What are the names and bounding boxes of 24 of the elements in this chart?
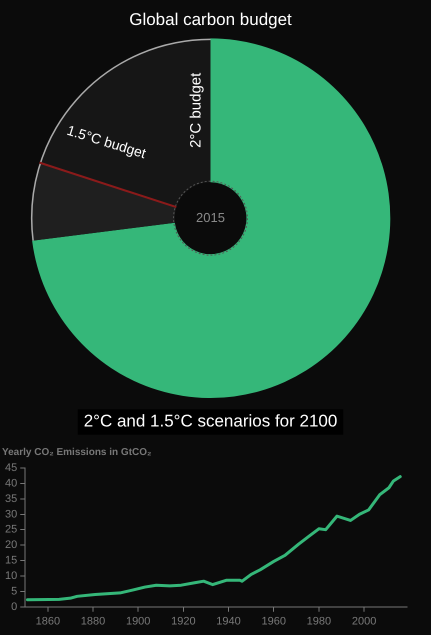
y-tick-label: 45 <box>4 462 18 474</box>
x-tick-label: 1920 <box>171 615 196 628</box>
text: 2°C budget <box>188 72 205 148</box>
y-tick-label: 5 <box>11 585 18 598</box>
x-tick-label: 1860 <box>36 615 60 628</box>
x-tick-label: 1880 <box>80 615 106 628</box>
y-tick-label: 0 <box>11 600 18 613</box>
text: 2015 <box>196 210 225 225</box>
x-tick-label: 1980 <box>306 615 332 628</box>
y-tick-label: 25 <box>4 524 18 536</box>
y-tick-label: 40 <box>4 477 18 490</box>
y-tick-label: 10 <box>4 570 18 582</box>
chart-title: Global carbon budget <box>129 10 292 29</box>
y-tick-label: 20 <box>4 539 18 552</box>
chart-title: Yearly CO₂ Emissions in GtCO₂ <box>2 446 152 458</box>
x-tick-label: 1940 <box>216 615 241 628</box>
y-tick-label: 35 <box>4 492 18 505</box>
text: 2°C and 1.5°C scenarios for 2100 <box>84 412 338 431</box>
text: 1.5°C budget <box>65 122 148 162</box>
y-tick-label: 30 <box>4 508 18 520</box>
x-tick-label: 2000 <box>352 615 376 628</box>
x-tick-label: 1960 <box>261 615 286 628</box>
y-tick-label: 15 <box>4 554 18 567</box>
x-tick-label: 1900 <box>126 615 150 628</box>
